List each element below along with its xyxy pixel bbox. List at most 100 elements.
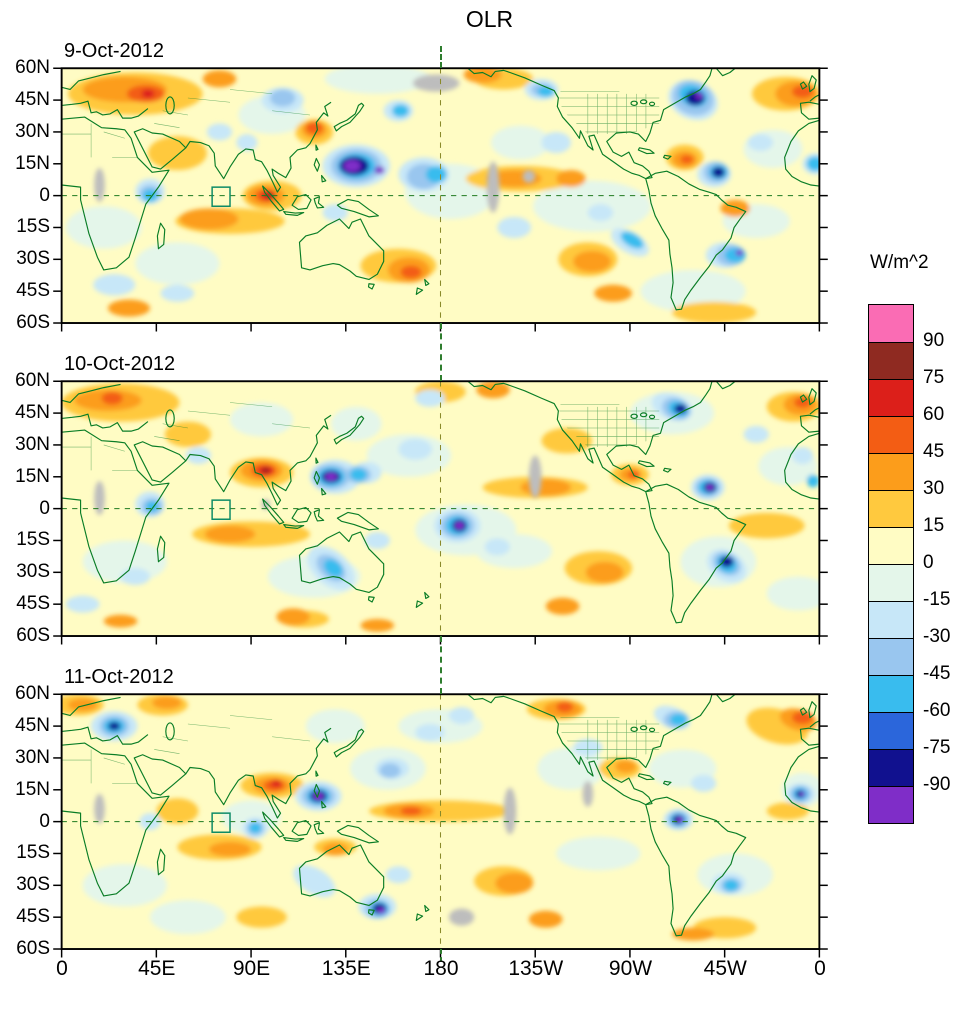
coastline-path [808,388,817,406]
latitude-tick-label: 30S [16,561,50,583]
lake-outline [165,96,175,115]
coastline-path [424,904,430,913]
coastline-path [156,535,166,563]
colorbar-tick-value: 0 [923,552,934,573]
country-borders [61,715,620,784]
anomaly-blob [293,865,336,898]
coastline-path [606,694,713,806]
coastline-path [336,198,379,218]
coastline-path [799,707,808,716]
coastline-path [336,511,379,531]
coastline-path [262,498,285,525]
latitude-tick-label: 30S [16,248,50,270]
latitude-tick-label: 0 [39,184,50,206]
coastline-path [784,745,820,813]
border-line [187,97,231,103]
coastline-path [415,913,424,921]
coastline-path [313,157,321,172]
lake-outline [630,413,638,419]
coastline-path [808,75,817,93]
coastline-path [283,523,305,529]
anomaly-blob [594,284,633,302]
latitude-tick-label: 60N [15,683,50,704]
anomaly-blob [108,721,121,731]
lake-outline [630,100,638,106]
missing-data-blob [486,161,500,213]
colorbar-tick-value: 75 [923,367,945,388]
coastline-path [291,819,312,837]
anomaly-blob [160,284,195,302]
missing-data-blob [94,794,105,824]
anomaly-blob [400,806,422,816]
longitude-tick-label: 0 [56,957,68,980]
anomaly-blob [743,425,769,443]
longitude-tick-label: 45W [703,957,747,980]
coastline-path [315,144,319,151]
coastline-path [283,210,305,216]
anomaly-blob [448,706,475,724]
coastline-path [799,101,820,120]
coastline-path [367,909,375,916]
map-panel: 11-Oct-2012 60N 45N 30N 15N 0 15S 30S 45S 60S [0,664,830,959]
coastline-path [156,222,166,250]
coastline-path [715,694,736,703]
coastline-path [61,383,121,404]
anomaly-blob [262,467,270,473]
latitude-tick-label: 60S [16,625,50,646]
anomaly-blob [236,134,258,152]
colorbar-tick-value: -30 [923,626,951,647]
anomaly-blob [680,155,694,164]
anomaly-blob [556,701,574,713]
anomaly-blob [107,299,151,317]
colorbar-band [869,379,913,416]
map-canvas [53,380,828,645]
figure-title: OLR [465,6,514,32]
longitude-axis: 0 45E 90E 135E 180 135W 90W 45W 0 [56,949,826,985]
coastline-path [808,701,817,719]
border-line [272,736,311,742]
missing-data-blob [582,781,594,807]
coastline-path [185,414,332,506]
coastline-path [637,147,655,155]
region-box [211,812,231,833]
coastline-path [784,119,820,187]
coastline-path [784,432,820,500]
latitude-tick-label: 0 [39,810,50,832]
coastline-path [313,783,321,798]
border-line [103,444,125,452]
anomaly-blob [360,619,395,632]
anomaly-blob [792,447,814,465]
anomaly-blob [728,512,805,539]
colorbar-band [869,453,913,490]
coastline-path [133,441,187,483]
anomaly-blob [349,468,367,482]
anomaly-blob [147,136,207,171]
coastline-path [799,394,808,403]
anomaly-blob [152,696,182,710]
anomaly-blob [690,774,717,792]
anomaly-blob [545,597,580,615]
dateline-gap-dash [440,636,442,694]
anomaly-blob [156,798,199,824]
coastline-path [320,174,327,183]
coastline-path [156,848,166,876]
map-area [61,68,820,324]
longitude-tick-label: 135E [321,957,371,980]
latitude-tick-label: 45S [16,593,50,615]
coastline-path [61,726,149,745]
anomaly-blob [497,216,532,239]
colorbar-band [869,305,913,342]
colorbar-tick-value: 30 [923,478,945,499]
missing-data-blob [448,908,475,926]
latitude-tick-label: 60N [15,370,50,391]
longitude-tick-label: 90E [232,957,271,980]
colorbar-tick-value: -45 [923,663,951,684]
anomaly-blob [723,879,739,892]
anomaly-blob [720,556,734,568]
coastline-path [333,415,365,445]
border-line [154,436,180,441]
coastline-path [298,218,385,281]
coastlines [61,694,820,937]
colorbar-tick-value: -15 [923,589,951,610]
anomaly-blob [377,907,386,914]
